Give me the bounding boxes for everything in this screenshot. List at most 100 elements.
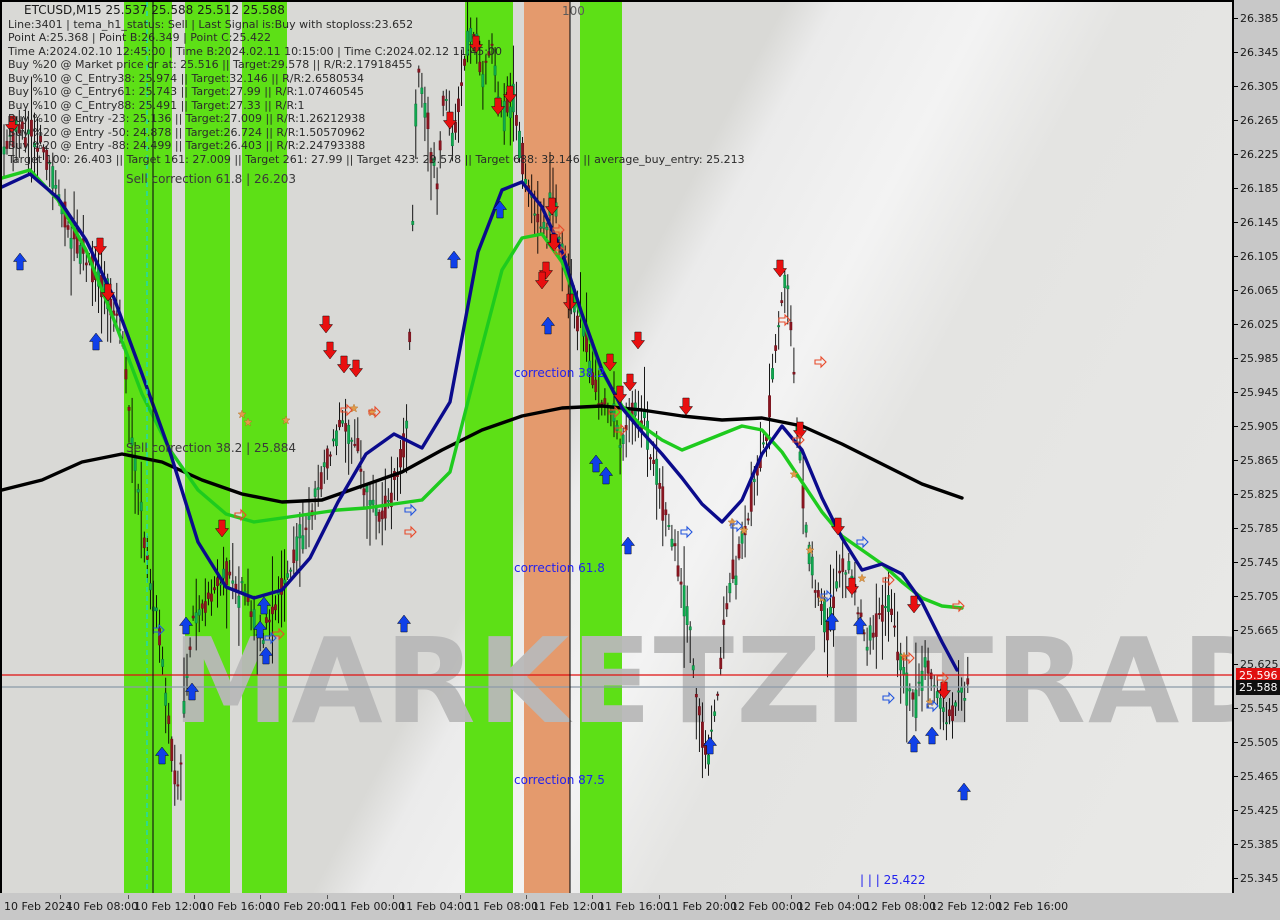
buy-pointer-icon [264, 631, 277, 645]
candle-body [450, 132, 454, 147]
info-line-8: Buy %20 @ Entry -50: 24.878 || Target:26… [8, 125, 366, 139]
time-tick-mark [924, 895, 925, 899]
sell-arrow-icon [630, 331, 646, 350]
chart-plot-area[interactable]: MARKETZI TRADE Sell correction 61.8 | 26… [0, 0, 1232, 893]
candle-body [518, 130, 521, 159]
sell-pointer-icon [340, 403, 353, 417]
sell-pointer-icon [882, 573, 895, 587]
buy-pointer-icon [820, 589, 833, 603]
time-tick-mark [659, 895, 660, 899]
candle-body [399, 449, 402, 468]
time-tick-label: 12 Feb 16:00 [996, 900, 1069, 913]
candle-body [469, 28, 473, 42]
candle-body [441, 95, 445, 106]
candle-body [835, 581, 839, 589]
candle-body [786, 285, 790, 290]
candle-body [725, 603, 729, 610]
band-2 [185, 2, 230, 893]
time-tick-label: 11 Feb 20:00 [665, 900, 738, 913]
trend-glyph [340, 403, 353, 417]
trend-glyph [608, 405, 621, 419]
candle-body [463, 58, 466, 66]
info-line-10: Target 100: 26.403 || Target 161: 27.009… [8, 152, 745, 166]
buy-signal-marker [702, 736, 718, 755]
trend-glyph [404, 503, 417, 517]
buy-arrow-icon [620, 536, 636, 555]
sell-signal-marker [546, 233, 562, 252]
candle-body [545, 227, 549, 231]
candle-body [810, 556, 814, 576]
candle-body [957, 690, 961, 693]
candle-body [402, 433, 405, 458]
sell-signal-marker [906, 595, 922, 614]
tick-mark [1234, 222, 1238, 223]
tick-label: 26.105 [1240, 250, 1279, 263]
buy-arrow-icon [396, 614, 412, 633]
trend-glyph [152, 623, 165, 637]
candle-body [432, 158, 436, 166]
candle-body [877, 613, 881, 615]
price-axis[interactable]: 26.385 26.345 26.305 26.265 26.225 26.185 26.1… [1232, 0, 1280, 893]
candle-body [914, 689, 918, 718]
candle-body [771, 368, 774, 380]
tick-mark [1234, 630, 1238, 631]
sell-signal-marker [502, 85, 518, 104]
sell-arrow-icon [534, 271, 550, 290]
time-tick-mark [791, 895, 792, 899]
tick-label: 25.785 [1240, 522, 1279, 535]
candle-body [847, 561, 851, 571]
sell-pointer-icon [902, 651, 915, 665]
candle-body [728, 583, 732, 594]
candle-body [798, 451, 802, 461]
candle-body [777, 325, 781, 328]
candle-body [142, 537, 146, 549]
candle-body [240, 581, 244, 584]
candle-body [576, 315, 579, 332]
candle-body [377, 512, 381, 522]
candle-body [887, 595, 890, 612]
sell-signal-marker [630, 331, 646, 350]
candle-body [264, 617, 268, 623]
candle-body [252, 609, 256, 629]
tick-label: 26.185 [1240, 182, 1279, 195]
candle-body [350, 439, 354, 442]
tick-mark [1234, 528, 1238, 529]
time-tick-label: 12 Feb 04:00 [797, 900, 870, 913]
trend-glyph [778, 313, 791, 327]
sell-signal-marker [214, 519, 230, 538]
candle-marker [243, 417, 253, 427]
star-icon [237, 409, 247, 419]
candle-body [222, 568, 226, 579]
time-axis[interactable]: 10 Feb 2024 10 Feb 08:00 10 Feb 12:00 10 Fe… [0, 895, 1232, 920]
sell-arrow-icon [772, 259, 788, 278]
candle-body [356, 438, 360, 452]
candle-body [39, 135, 42, 143]
tick-label: 25.745 [1240, 556, 1279, 569]
candle-body [823, 599, 826, 633]
tick-mark [1234, 154, 1238, 155]
tick-label: 25.945 [1240, 386, 1279, 399]
star-icon [857, 573, 867, 583]
time-tick-mark [128, 895, 129, 899]
candle-body [2, 146, 6, 155]
candle-body [51, 166, 55, 189]
candle-marker [349, 403, 359, 413]
candle-body [48, 162, 52, 165]
tick-label: 26.225 [1240, 148, 1279, 161]
tick-label: 25.465 [1240, 770, 1279, 783]
candle-body [478, 61, 482, 73]
candle-body [274, 604, 277, 611]
candle-body [203, 601, 207, 613]
candle-body [807, 544, 811, 565]
buy-signal-marker [906, 734, 922, 753]
time-tick-label: 11 Feb 00:00 [333, 900, 406, 913]
candle-body [804, 524, 808, 533]
tick-label: 26.305 [1240, 80, 1279, 93]
candle-body [200, 603, 204, 609]
sell-pointer-icon [234, 508, 247, 522]
candle-body [780, 300, 784, 303]
candle-body [380, 510, 384, 520]
tick-label: 25.705 [1240, 590, 1279, 603]
trend-glyph [614, 423, 627, 437]
